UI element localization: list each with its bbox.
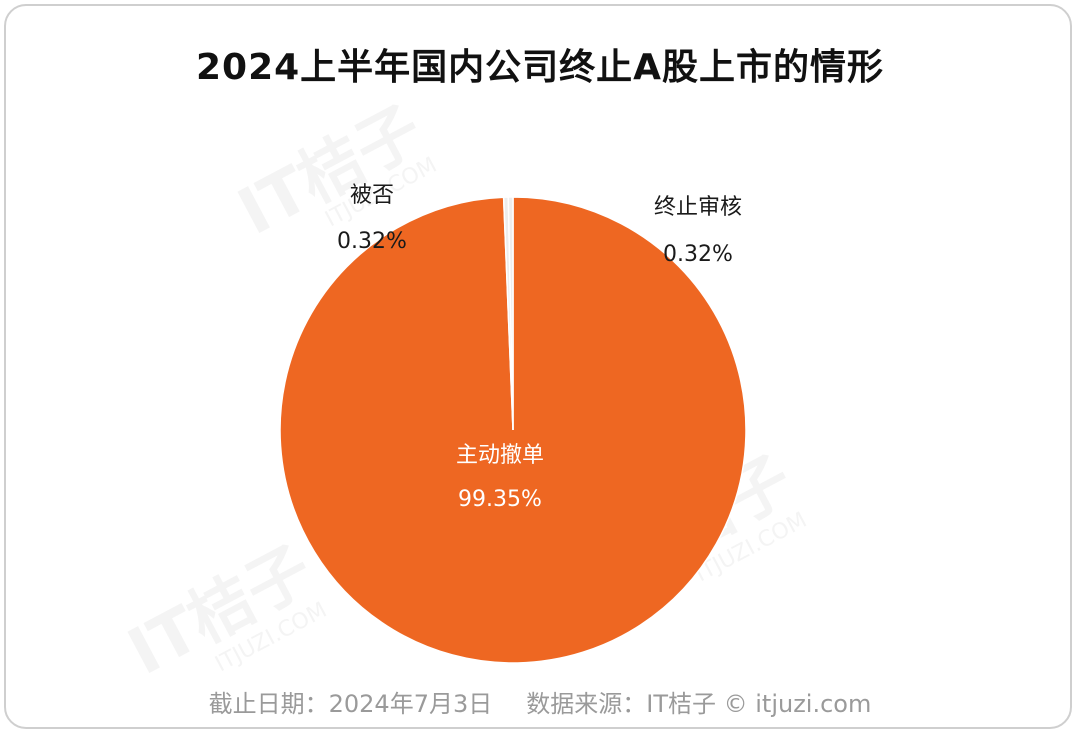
pie-slices bbox=[279, 196, 747, 664]
slice-value-0: 99.35% bbox=[458, 487, 542, 512]
slice-label-2: 终止审核 bbox=[654, 195, 742, 220]
footer-source: 数据来源：IT桔子 © itjuzi.com bbox=[526, 690, 872, 718]
chart-title: 2024上半年国内公司终止A股上市的情形 bbox=[195, 47, 885, 88]
footer-date: 截止日期：2024年7月3日 bbox=[208, 690, 493, 718]
slice-label-1: 被否 bbox=[350, 183, 394, 208]
slice-value-1: 0.32% bbox=[337, 229, 407, 254]
pie-labels: 主动撤单 99.35% 被否 0.32% 终止审核 0.32% bbox=[337, 183, 742, 512]
slice-value-2: 0.32% bbox=[663, 242, 733, 267]
slice-label-0: 主动撤单 bbox=[456, 443, 544, 468]
footer: 截止日期：2024年7月3日 数据来源：IT桔子 © itjuzi.com bbox=[0, 684, 1080, 719]
pie-slice-2 bbox=[507, 196, 514, 431]
